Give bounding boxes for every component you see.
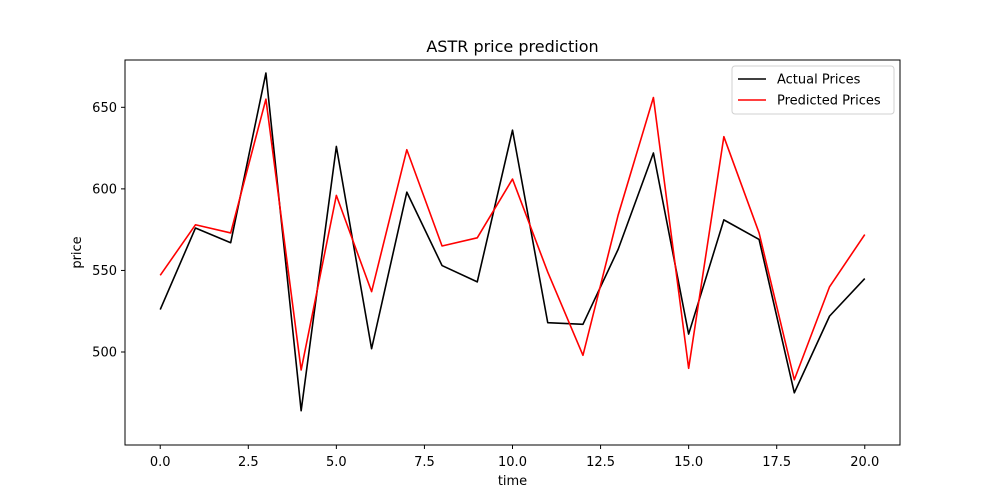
x-tick-label: 0.0 xyxy=(150,455,171,470)
x-tick-label: 12.5 xyxy=(586,455,615,470)
x-axis: 0.0 2.5 5.0 7.5 10.0 12.5 15.0 17.5 20.0 xyxy=(150,445,879,470)
x-tick-label: 17.5 xyxy=(762,455,791,470)
y-tick-label: 550 xyxy=(92,264,117,279)
y-tick-label: 600 xyxy=(92,182,117,197)
y-tick-label: 500 xyxy=(92,346,117,361)
x-tick-label: 10.0 xyxy=(498,455,527,470)
legend-box xyxy=(731,65,895,115)
legend-label: Predicted Prices xyxy=(777,94,881,109)
legend-label: Actual Prices xyxy=(777,73,861,88)
y-tick-label: 650 xyxy=(92,101,117,116)
chart-title: ASTR price prediction xyxy=(426,37,598,56)
legend: Actual Prices Predicted Prices xyxy=(731,65,895,115)
x-tick-label: 2.5 xyxy=(238,455,259,470)
x-tick-label: 15.0 xyxy=(674,455,703,470)
x-axis-label: time xyxy=(498,474,527,489)
x-tick-label: 7.5 xyxy=(414,455,435,470)
x-tick-label: 20.0 xyxy=(850,455,879,470)
y-axis: 500 550 600 650 xyxy=(92,101,125,361)
series-layer xyxy=(159,72,866,412)
series-line-predicted-prices xyxy=(159,96,866,381)
x-tick-label: 5.0 xyxy=(326,455,347,470)
y-axis-label: price xyxy=(70,236,85,268)
